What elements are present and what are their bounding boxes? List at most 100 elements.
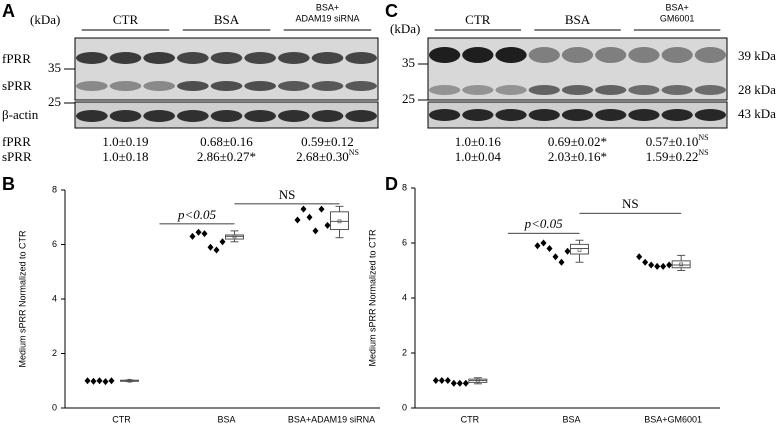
quant-label: fPRR [2, 134, 31, 149]
band [694, 47, 727, 63]
superscript: NS [698, 148, 708, 157]
band [109, 81, 142, 91]
band [628, 109, 660, 121]
x-tick-label: BSA [217, 414, 235, 424]
unit-label: (kDa) [30, 12, 60, 27]
annotation: p<0.05 [524, 216, 564, 231]
x-tick-label: CTR [461, 414, 480, 424]
band [661, 109, 693, 121]
band [210, 81, 243, 91]
x-tick-label: CTR [112, 414, 131, 424]
data-point [648, 261, 655, 269]
data-point [306, 213, 313, 221]
band [177, 52, 209, 64]
y-tick-label: 6 [402, 237, 407, 247]
data-point [318, 205, 325, 213]
data-point [462, 379, 469, 387]
mean [127, 378, 132, 383]
size-label: 28 kDa [738, 82, 776, 97]
data-point [552, 253, 559, 261]
band [595, 109, 627, 121]
data-point [324, 221, 331, 229]
band [311, 52, 344, 64]
data-point [189, 232, 196, 240]
y-tick-label: 4 [52, 293, 57, 303]
panel-letter: A [2, 1, 15, 21]
quant-value: 2.86±0.27* [197, 149, 256, 164]
annotation: NS [279, 187, 296, 202]
y-tick-label: 2 [52, 348, 57, 358]
band [694, 109, 727, 121]
quant-value: 0.68±0.16 [200, 134, 253, 149]
data-point [96, 377, 103, 385]
group-label: GM6001 [660, 13, 695, 23]
band [210, 52, 243, 64]
band [428, 109, 461, 121]
data-point [540, 239, 547, 247]
row-label: β-actin [2, 107, 39, 122]
box [570, 243, 589, 255]
marker-label: 25 [48, 94, 61, 109]
band [278, 81, 310, 91]
band [462, 109, 494, 121]
y-axis-label: Medium sPRR Normalized to CTR [367, 229, 377, 367]
quant-label: sPRR [2, 149, 32, 164]
mean [679, 262, 684, 267]
data-point [444, 377, 451, 384]
x-tick-label: BSA+ADAM19 siRNA [288, 414, 375, 424]
y-tick-label: 8 [402, 182, 407, 192]
band [595, 85, 627, 95]
data-point [456, 379, 463, 387]
quant-value: 0.59±0.12 [301, 134, 354, 149]
quant-value: 1.0±0.04 [455, 149, 502, 164]
band [311, 110, 344, 122]
band [528, 85, 560, 95]
superscript: NS [698, 133, 708, 142]
data-point [213, 246, 220, 254]
x-tick-label: BSA+GM6001 [644, 414, 702, 424]
box [671, 260, 691, 269]
band [109, 52, 142, 64]
band [76, 81, 108, 91]
band [694, 85, 727, 95]
band [462, 85, 494, 95]
band [278, 110, 310, 122]
size-label: 39 kDa [738, 48, 776, 63]
data-point [195, 228, 202, 236]
x-tick-label: BSA [562, 414, 580, 424]
band [244, 81, 276, 91]
data-point [534, 242, 541, 250]
group-label: BSA [565, 12, 591, 27]
band [210, 110, 243, 122]
band [495, 109, 527, 121]
y-tick-label: 0 [52, 402, 57, 412]
band [661, 85, 693, 95]
band [495, 85, 527, 95]
data-point [207, 243, 214, 251]
mean [337, 219, 342, 224]
data-point [102, 378, 109, 386]
band [528, 109, 560, 121]
band [109, 110, 142, 122]
data-point [666, 261, 673, 269]
group-label: BSA+ [316, 2, 339, 12]
quant-value: 1.0±0.19 [102, 134, 148, 149]
panel-letter: D [385, 174, 398, 194]
band [76, 52, 108, 64]
mean [577, 248, 582, 252]
mean [475, 378, 480, 383]
data-point [312, 227, 319, 235]
box [330, 211, 349, 231]
band [244, 52, 276, 64]
band [244, 110, 276, 122]
quant-value: 1.0±0.18 [102, 149, 148, 164]
annotation: NS [622, 196, 639, 211]
quant-value: 0.57±0.10NS [646, 133, 709, 149]
data-point [564, 247, 571, 255]
y-tick-label: 2 [402, 347, 407, 357]
band [462, 47, 494, 63]
data-point [201, 230, 208, 238]
band [345, 52, 377, 64]
band [561, 109, 594, 121]
band [177, 110, 209, 122]
